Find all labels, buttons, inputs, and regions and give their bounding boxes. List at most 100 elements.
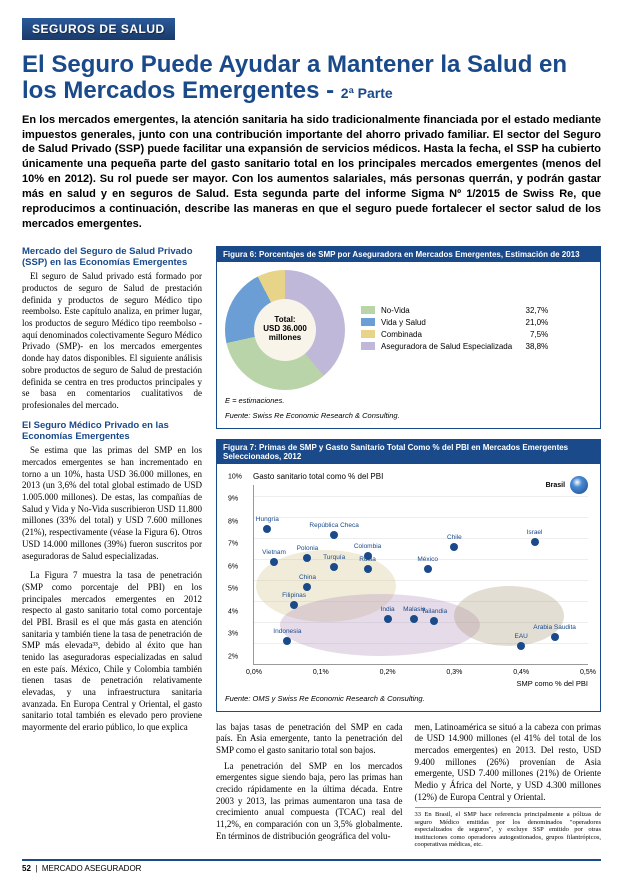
left-p1: El seguro de Salud privado está formado … xyxy=(22,271,202,411)
fig7-point-label: República Checa xyxy=(309,522,359,529)
fig7-xtick: 0,3% xyxy=(446,669,462,676)
fig7-point-label: Colombia xyxy=(354,543,381,550)
fig7-xtitle: SMP como % del PBI xyxy=(225,679,588,688)
fig7-point-label: Chile xyxy=(447,534,462,541)
fig6-legend: No-Vida32,7%Vida y Salud21,0%Combinada7,… xyxy=(361,306,548,354)
intro-paragraph: En los mercados emergentes, la atención … xyxy=(22,113,601,232)
fig7-scatter-plot: 2%3%4%5%6%7%8%9%10%0,0%0,1%0,2%0,3%0,4%0… xyxy=(253,485,588,665)
legend-value: 21,0% xyxy=(512,318,548,327)
fig7-point xyxy=(424,565,432,573)
left-column: Mercado del Seguro de Salud Privado (SSP… xyxy=(22,246,202,849)
legend-swatch xyxy=(361,342,375,350)
legend-value: 7,5% xyxy=(512,330,548,339)
fig7-point xyxy=(450,543,458,551)
fig7-point-label: Polonia xyxy=(297,545,319,552)
fig7-point-label: India xyxy=(381,606,395,613)
fig7-point xyxy=(263,525,271,533)
bottom-c1a: las bajas tasas de penetración del SMP e… xyxy=(216,722,403,757)
bottom-columns: las bajas tasas de penetración del SMP e… xyxy=(216,722,601,849)
fig7-ytick: 6% xyxy=(228,563,238,570)
fig7-point-label: Turquía xyxy=(323,554,345,561)
bottom-c2: men, Latinoamérica se situó a la cabeza … xyxy=(415,722,602,804)
fig7-xtick: 0,0% xyxy=(246,669,262,676)
legend-value: 32,7% xyxy=(512,306,548,315)
fig7-point xyxy=(430,617,438,625)
fig7-point xyxy=(303,554,311,562)
legend-label: Aseguradora de Salud Especializada xyxy=(381,342,512,351)
legend-swatch xyxy=(361,306,375,314)
legend-swatch xyxy=(361,318,375,326)
title-main: El Seguro Puede Ayudar a Mantener la Sal… xyxy=(22,51,567,104)
fig7-point xyxy=(551,633,559,641)
page-number: 52 xyxy=(22,864,31,873)
title-sub: 2ª Parte xyxy=(341,85,393,101)
fig7-point xyxy=(384,615,392,623)
legend-swatch xyxy=(361,330,375,338)
fig6-title: Figura 6: Porcentajes de SMP por Asegura… xyxy=(217,247,600,262)
left-p3: La Figura 7 muestra la tasa de penetraci… xyxy=(22,570,202,734)
fig7-ytitle: Gasto sanitario total como % del PBI xyxy=(253,472,592,481)
fig7-source: Fuente: OMS y Swiss Re Economic Research… xyxy=(225,694,592,703)
fig6-donut-center: Total: USD 36.000 millones xyxy=(254,299,316,361)
legend-label: Combinada xyxy=(381,330,512,339)
page-footer: 52 | MERCADO ASEGURADOR xyxy=(22,859,601,873)
fig7-point xyxy=(364,565,372,573)
bottom-c1b: La penetración del SMP en los mercados e… xyxy=(216,761,403,843)
fig7-ytick: 10% xyxy=(228,473,242,480)
fig7-region-blob xyxy=(280,594,480,656)
figure-6: Figura 6: Porcentajes de SMP por Asegura… xyxy=(216,246,601,429)
fig7-xtick: 0,4% xyxy=(513,669,529,676)
fig7-point-label: Hungría xyxy=(256,516,279,523)
fig7-ytick: 8% xyxy=(228,518,238,525)
fig6-legend-row: Vida y Salud21,0% xyxy=(361,318,548,327)
fig7-point-label: Tailandia xyxy=(422,608,448,615)
fig7-point xyxy=(303,583,311,591)
fig7-region-blob xyxy=(454,586,564,646)
footnote-33: 33 En Brasil, el SMP hace referencia pri… xyxy=(415,807,602,848)
fig7-title: Figura 7: Primas de SMP y Gasto Sanitari… xyxy=(217,440,600,464)
magazine-name: MERCADO ASEGURADOR xyxy=(42,864,142,873)
fig6-legend-row: Combinada7,5% xyxy=(361,330,548,339)
fig7-point-label: China xyxy=(299,574,316,581)
fig7-ytick: 5% xyxy=(228,586,238,593)
fig7-point xyxy=(531,538,539,546)
fig7-point-label: Israel xyxy=(527,529,543,536)
section-header: SEGUROS DE SALUD xyxy=(22,18,175,40)
fig7-xtick: 0,1% xyxy=(313,669,329,676)
fig6-donut-chart: Total: USD 36.000 millones xyxy=(225,270,345,390)
fig6-legend-row: No-Vida32,7% xyxy=(361,306,548,315)
fig6-source: Fuente: Swiss Re Economic Research & Con… xyxy=(225,411,592,420)
fig7-point xyxy=(330,563,338,571)
fig7-point xyxy=(290,601,298,609)
fig7-point-label: Vietnam xyxy=(262,549,286,556)
figure-7: Figura 7: Primas de SMP y Gasto Sanitari… xyxy=(216,439,601,712)
fig7-xtick: 0,5% xyxy=(580,669,596,676)
bottom-col2: men, Latinoamérica se situó a la cabeza … xyxy=(415,722,602,849)
legend-label: Vida y Salud xyxy=(381,318,512,327)
fig7-point xyxy=(517,642,525,650)
fig7-point-label: Arabia Saudita xyxy=(533,624,576,631)
legend-value: 38,8% xyxy=(512,342,548,351)
fig6-center-value: USD 36.000 millones xyxy=(254,325,316,343)
fig7-ytick: 9% xyxy=(228,496,238,503)
fig7-ytick: 2% xyxy=(228,653,238,660)
right-column: Figura 6: Porcentajes de SMP por Asegura… xyxy=(216,246,601,849)
fig6-legend-row: Aseguradora de Salud Especializada38,8% xyxy=(361,342,548,351)
fig7-point-label: Rusia xyxy=(359,556,376,563)
fig7-point xyxy=(410,615,418,623)
bottom-col1: las bajas tasas de penetración del SMP e… xyxy=(216,722,403,849)
fig7-point xyxy=(330,531,338,539)
fig7-point xyxy=(283,637,291,645)
legend-label: No-Vida xyxy=(381,306,512,315)
subhead-ssp: Mercado del Seguro de Salud Privado (SSP… xyxy=(22,246,202,269)
fig7-point-label: México xyxy=(417,556,438,563)
fig7-xtick: 0,2% xyxy=(380,669,396,676)
fig7-ytick: 4% xyxy=(228,608,238,615)
fig6-note-e: E = estimaciones. xyxy=(225,396,592,405)
subhead-smp: El Seguro Médico Privado en las Economía… xyxy=(22,420,202,443)
fig7-ytick: 7% xyxy=(228,541,238,548)
left-p2: Se estima que las primas del SMP en los … xyxy=(22,445,202,562)
article-title: El Seguro Puede Ayudar a Mantener la Sal… xyxy=(22,52,601,105)
fig7-point-label: Indonesia xyxy=(273,628,301,635)
fig7-point-label: EAU xyxy=(515,633,528,640)
